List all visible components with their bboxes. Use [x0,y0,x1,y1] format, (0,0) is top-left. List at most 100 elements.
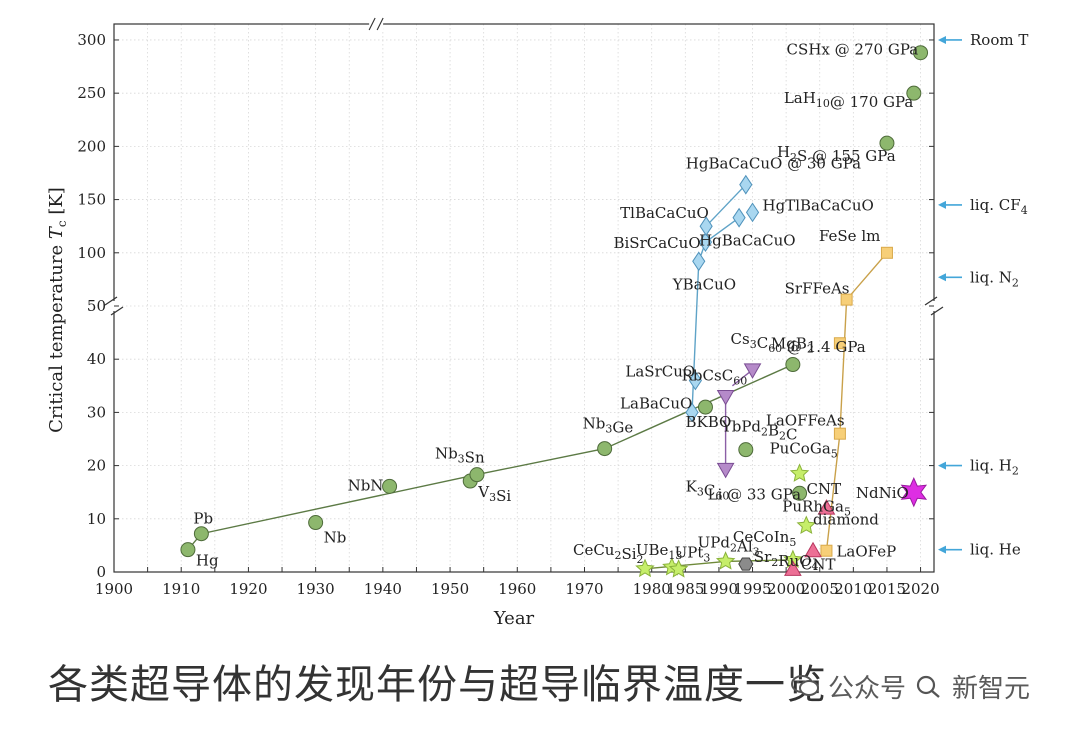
data-point-cuprate [745,202,760,223]
reference-arrow-head [938,461,946,470]
x-tick-label: 1950 [431,580,469,598]
watermark-name: 新智元 [952,673,1031,704]
data-point-conventional [697,399,713,415]
data-label: CeCoIn5 [733,528,796,549]
y-axis-break-right [930,306,944,316]
data-label: NbN [348,476,384,494]
data-point-iron [833,427,846,440]
data-label: UBe13 [636,541,683,562]
reference-arrow-head [938,35,946,44]
x-tick-label: 1960 [498,580,536,598]
data-point-cuprate [732,207,746,228]
x-tick-label: 2015 [868,580,906,598]
y-axis-break-right [924,296,938,306]
data-label: Cs3C60 @ 1.4 GPa [731,330,866,356]
data-point-nickelate [900,476,928,508]
data-point-fulleride [716,389,735,406]
data-point-fulleride [743,363,762,379]
data-point-carbon [804,541,822,558]
data-label: LaBaCuO [620,394,692,412]
watermark: 公众号 新智元 [790,664,1030,708]
data-label: YBaCuO [672,275,736,293]
data-label: LaOFFeAs [766,412,845,430]
y-tick-label: 200 [77,137,106,155]
data-point-heavy_fermion [668,559,689,578]
data-point-heavy_fermion [635,558,655,578]
trend-line-cuprate [691,217,740,413]
data-label: LaH10@ 170 GPa [784,89,914,111]
x-tick-label: 2000 [767,580,805,598]
y-tick-label: 50 [87,297,106,315]
x-tick-label: 2010 [834,580,872,598]
x-axis-label: Year [493,608,535,629]
x-tick-label: 1910 [162,580,200,598]
x-tick-label: 1930 [297,580,335,598]
reference-label: Room T [970,31,1028,49]
data-point-carbon [783,560,802,576]
data-point-conventional [906,85,922,101]
data-label: Hg [196,552,219,570]
data-point-conventional [913,45,929,61]
data-label: CNT [801,555,836,573]
data-label: Sr2RuO4 [754,548,819,573]
data-label: CeCu2Si2 [573,541,644,566]
data-label: H2S @ 155 GPa [777,143,896,165]
data-point-iron [880,246,893,259]
data-point-conventional [597,441,613,457]
trend-line-cuprate [705,184,747,227]
x-axis-break-mask [369,18,384,30]
plot-frame [113,23,935,573]
data-point-heavy_fermion [715,551,736,570]
superconductor-timeline-chart: 1900 1910 1920 1930 1940 1950 1960 1970 19801985… [46,17,1028,629]
data-label: Nb3Sn [435,445,485,467]
data-label: K3C60 [686,477,730,502]
data-point-conventional [738,442,754,458]
x-tick-label: 1985 [666,580,704,598]
data-label: Pb [193,510,213,528]
data-label: BiSrCaCuO [613,234,700,252]
reference-arrow-head [938,200,946,209]
data-label: MgB2 [771,335,814,356]
data-point-conventional [193,526,209,542]
x-tick-label: 2005 [801,580,839,598]
reference-arrow-head [938,545,946,554]
y-tick-label: 40 [87,350,106,368]
chart-caption: 各类超导体的发现年份与超导临界温度一览 [48,662,827,708]
x-axis-break [368,17,376,31]
data-label: UPt3 [675,543,711,564]
search-icon [916,675,940,698]
y-tick-label: 10 [87,510,106,528]
data-label: LaOFeP [836,543,896,561]
x-tick-label: 1980 [633,580,671,598]
y-axis-label: Critical temperature Tc [K] [46,187,69,433]
x-tick-label: 1920 [229,580,267,598]
reference-label: liq. CF4 [970,196,1028,217]
data-label: HgBaCaCuO [699,232,796,250]
trend-line-conventional [187,363,794,551]
reference-label: liq. He [970,541,1021,559]
reference-label: liq. N2 [970,268,1019,289]
y-tick-label: 0 [96,563,106,581]
x-tick-label: 1990 [700,580,738,598]
y-axis-break-left [104,296,118,306]
data-point-fulleride [716,462,735,479]
x-tick-label: 2020 [901,580,939,598]
reference-arrow-head [938,273,946,282]
data-label: SrFFeAs [785,280,850,298]
data-label: BKBO [685,413,731,431]
data-label: HgBaCaCuO @ 30 GPa [686,155,861,173]
data-label: CNT [806,480,841,498]
x-tick-label: 1940 [364,580,402,598]
data-point-carbon [817,499,836,515]
data-point-heavy_fermion [796,515,817,535]
data-point-conventional [792,485,808,501]
data-point-iron [840,293,853,306]
data-point-ruthenate [738,557,754,571]
data-label: HgTlBaCaCuO [763,196,874,214]
data-point-cuprate [692,251,706,272]
data-label: TlBaCaCuO [620,204,709,222]
data-point-iron [833,337,846,350]
data-label: RbCsC60 [682,366,748,387]
data-label: FeSe lm [819,227,880,245]
wechat-icon [791,675,819,696]
